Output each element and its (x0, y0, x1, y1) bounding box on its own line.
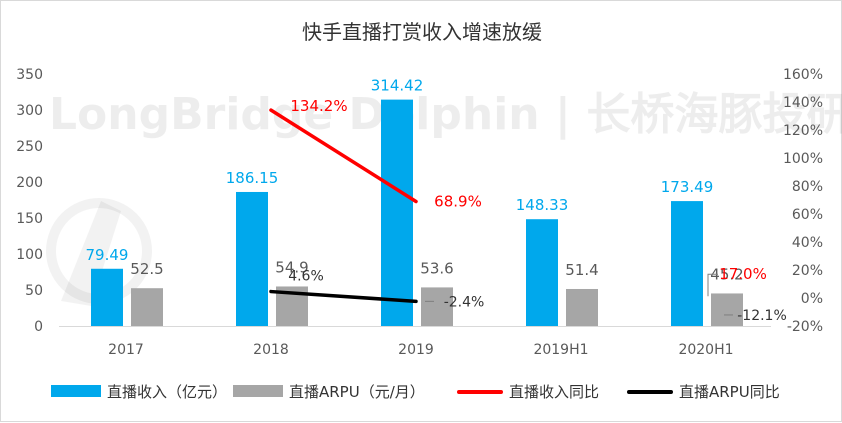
x-axis-tick-label: 2019H1 (533, 342, 588, 358)
arpu-yoy-line (269, 289, 418, 304)
x-axis-tick-label: 2018 (253, 342, 289, 358)
revenue-yoy-line (269, 108, 418, 204)
revenue-yoy-leader-line (707, 273, 718, 297)
x-axis-tick-label: 2017 (108, 342, 144, 358)
x-axis-tick-label: 2019 (398, 342, 434, 358)
revenue-bar (91, 268, 123, 326)
left-axis-tick-label: 0 (34, 319, 43, 335)
revenue-yoy-label: 17.0% (719, 265, 767, 283)
arpu-bar-label: 45.2 (710, 265, 743, 283)
left-axis-tick-label: 350 (16, 67, 43, 83)
arpu-bar-label: 54.9 (275, 258, 308, 276)
revenue-bar-label: 314.42 (371, 77, 424, 95)
legend-label: 直播收入同比 (509, 383, 599, 401)
right-axis-tick-label: 120% (783, 123, 823, 139)
arpu-yoy-label: -12.1% (737, 308, 787, 324)
right-axis-tick-label: -20% (787, 319, 823, 335)
arpu-bar-label: 53.6 (420, 259, 453, 277)
arpu-yoy-label: -2.4% (444, 294, 485, 310)
left-axis-tick-label: 100 (16, 247, 43, 263)
chart-title: 快手直播打赏收入增速放缓 (302, 20, 542, 44)
arpu-yoy-label: 4.6% (288, 269, 324, 285)
left-axis-tick-label: 50 (25, 283, 43, 299)
revenue-bar (236, 191, 268, 326)
arpu-bar-label: 52.5 (130, 260, 163, 278)
left-axis-tick-label: 300 (16, 103, 43, 119)
arpu-bar (711, 293, 743, 326)
x-axis-tick-label: 2020H1 (678, 342, 733, 358)
legend-swatch (233, 385, 283, 397)
arpu-bar (421, 287, 453, 326)
right-axis-tick-label: 20% (792, 263, 823, 279)
revenue-bar-label: 173.49 (661, 178, 714, 196)
right-axis-tick-label: 140% (783, 95, 823, 111)
revenue-bar-label: 186.15 (226, 169, 279, 187)
revenue-bar (671, 201, 703, 326)
legend-label: 直播ARPU同比 (679, 383, 780, 401)
legend-swatch (51, 385, 101, 397)
arpu-bar-label: 51.4 (565, 261, 598, 279)
right-axis-tick-label: 40% (792, 235, 823, 251)
left-axis-tick-label: 200 (16, 175, 43, 191)
revenue-yoy-label: 134.2% (290, 97, 347, 115)
left-axis-tick-label: 150 (16, 211, 43, 227)
right-axis-tick-label: 100% (783, 151, 823, 167)
revenue-bar (526, 219, 558, 326)
right-axis-tick-label: 160% (783, 67, 823, 83)
arpu-bar (131, 288, 163, 326)
revenue-bar-label: 79.49 (86, 246, 129, 264)
revenue-yoy-label: 68.9% (434, 193, 482, 211)
right-axis-tick-label: 0% (801, 291, 823, 307)
arpu-bar (566, 288, 598, 326)
watermark-text: LongBridge Dolphin | 长桥海豚投研 (49, 89, 842, 140)
revenue-bar (381, 99, 413, 326)
watermark-logo-icon (61, 201, 121, 306)
right-axis-tick-label: 60% (792, 207, 823, 223)
left-axis-tick-label: 250 (16, 139, 43, 155)
legend-label: 直播ARPU（元/月） (289, 383, 425, 401)
legend-label: 直播收入（亿元） (107, 383, 227, 401)
right-axis-tick-label: 80% (792, 179, 823, 195)
revenue-bar-label: 148.33 (516, 196, 569, 214)
